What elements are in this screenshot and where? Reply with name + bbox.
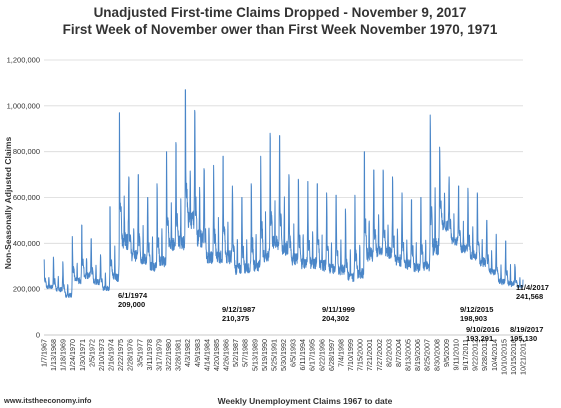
series-line — [43, 89, 524, 298]
x-tick-label: 6/5/1993 — [289, 339, 298, 367]
x-tick-label: 6/17/1995 — [308, 339, 317, 371]
x-tick-label: 8/25/2007 — [423, 339, 432, 371]
annotation-text: 6/1/1974 — [118, 291, 148, 300]
x-tick-label: 8/30/2008 — [432, 339, 441, 371]
y-axis-title: Non-Seasonally Adjusted Claims — [3, 137, 13, 270]
x-tick-label: 7/27/2002 — [375, 339, 384, 371]
chart-subtitle: First Week of November ower than First W… — [63, 22, 498, 37]
x-tick-label: 4/9/1983 — [193, 339, 202, 367]
annotation-text: 9/12/2015 — [460, 305, 493, 314]
x-tick-label: 9/28/2013 — [480, 339, 489, 371]
x-tick-label: 1/30/1971 — [78, 339, 87, 371]
x-tick-label: 5/7/1988 — [241, 339, 250, 367]
x-tick-label: 6/22/1996 — [317, 339, 326, 371]
x-tick-label: 7/15/2000 — [356, 339, 365, 371]
x-tick-label: 1/18/1969 — [59, 339, 68, 371]
x-tick-label: 7/4/1998 — [336, 339, 345, 367]
x-tick-label: 8/2/2003 — [384, 339, 393, 367]
x-axis-ticks: 1/7/1967 1/13/1968 1/18/1969 1/24/1970 1/30/… — [40, 339, 528, 375]
annotation-text: 9/10/2016 — [466, 325, 499, 334]
x-tick-label: 10/21/2017 — [519, 339, 528, 375]
x-tick-label: 9/11/2010 — [451, 339, 460, 370]
x-tick-label: 5/19/1990 — [260, 339, 269, 371]
annotation-text: 241,568 — [516, 292, 543, 301]
annotation-text: 9/11/1999 — [322, 305, 355, 314]
x-tick-label: 7/10/1999 — [346, 339, 355, 371]
y-tick-label: 200,000 — [13, 285, 40, 294]
x-tick-label: 3/5/1977 — [135, 339, 144, 367]
x-tick-label: 3/28/1981 — [174, 339, 183, 371]
y-tick-label: 1,000,000 — [7, 101, 40, 110]
annotation-text: 209,000 — [118, 300, 145, 309]
x-axis-title: Weekly Unemployment Claims 1967 to date — [218, 396, 393, 406]
x-tick-label: 8/19/2006 — [413, 339, 422, 371]
x-tick-label: 3/11/1978 — [145, 339, 154, 370]
chart-title: Unadjusted First-time Claims Dropped - N… — [94, 5, 467, 20]
x-tick-label: 10/10/2015 — [499, 339, 508, 375]
x-tick-label: 4/20/1985 — [212, 339, 221, 371]
x-tick-label: 9/5/2009 — [442, 339, 451, 367]
y-tick-label: 400,000 — [13, 239, 40, 248]
y-axis-ticks: 0 200,000 400,000 600,000 800,000 1,000,000 1,… — [7, 56, 40, 340]
y-tick-label: 0 — [36, 331, 40, 340]
x-tick-label: 5/30/1992 — [279, 339, 288, 371]
x-tick-label: 2/16/1974 — [107, 339, 116, 371]
annotation-text: 210,375 — [222, 314, 249, 323]
annotation-text: 8/19/2017 — [510, 325, 543, 334]
x-tick-label: 7/21/2001 — [365, 339, 374, 371]
x-tick-label: 3/17/1979 — [154, 339, 163, 371]
annotation-text: 198,903 — [460, 314, 487, 323]
x-tick-label: 2/28/1976 — [126, 339, 135, 371]
x-tick-label: 5/25/1991 — [269, 339, 278, 371]
x-tick-label: 3/22/1980 — [164, 339, 173, 371]
x-tick-label: 5/13/1989 — [250, 339, 259, 371]
annotation-text: 204,302 — [322, 314, 349, 323]
x-tick-label: 4/26/1986 — [222, 339, 231, 371]
x-tick-label: 8/13/2005 — [404, 339, 413, 371]
x-tick-label: 4/3/1982 — [183, 339, 192, 367]
y-tick-label: 800,000 — [13, 147, 40, 156]
annotation-text: 193,291 — [466, 334, 493, 343]
series-claims — [43, 89, 524, 298]
annotation-text: 195,130 — [510, 334, 537, 343]
annotation-text: 9/12/1987 — [222, 305, 255, 314]
x-tick-label: 1/7/1967 — [40, 339, 49, 367]
y-tick-label: 600,000 — [13, 193, 40, 202]
gridlines — [44, 59, 523, 336]
x-tick-label: 9/17/2011 — [461, 339, 470, 370]
x-tick-label: 6/11/1994 — [298, 339, 307, 370]
x-tick-label: 4/14/1984 — [202, 339, 211, 371]
x-tick-label: 1/24/1970 — [68, 339, 77, 371]
x-tick-label: 9/22/2012 — [471, 339, 480, 371]
x-tick-label: 2/10/1973 — [97, 339, 106, 371]
x-tick-label: 6/28/1997 — [327, 339, 336, 371]
x-tick-label: 2/5/1972 — [87, 339, 96, 367]
x-tick-label: 5/2/1987 — [231, 339, 240, 367]
x-tick-label: 1/13/1968 — [49, 339, 58, 371]
source-note: www.itstheeconomy.info — [3, 396, 92, 405]
x-tick-label: 10/15/2016 — [509, 339, 518, 375]
x-tick-label: 2/22/1975 — [116, 339, 125, 371]
annotation-text: 11/4/2017 — [516, 283, 549, 292]
y-tick-label: 1,200,000 — [7, 56, 40, 65]
x-tick-label: 10/4/2014 — [490, 339, 499, 371]
x-tick-label: 8/7/2004 — [394, 339, 403, 367]
